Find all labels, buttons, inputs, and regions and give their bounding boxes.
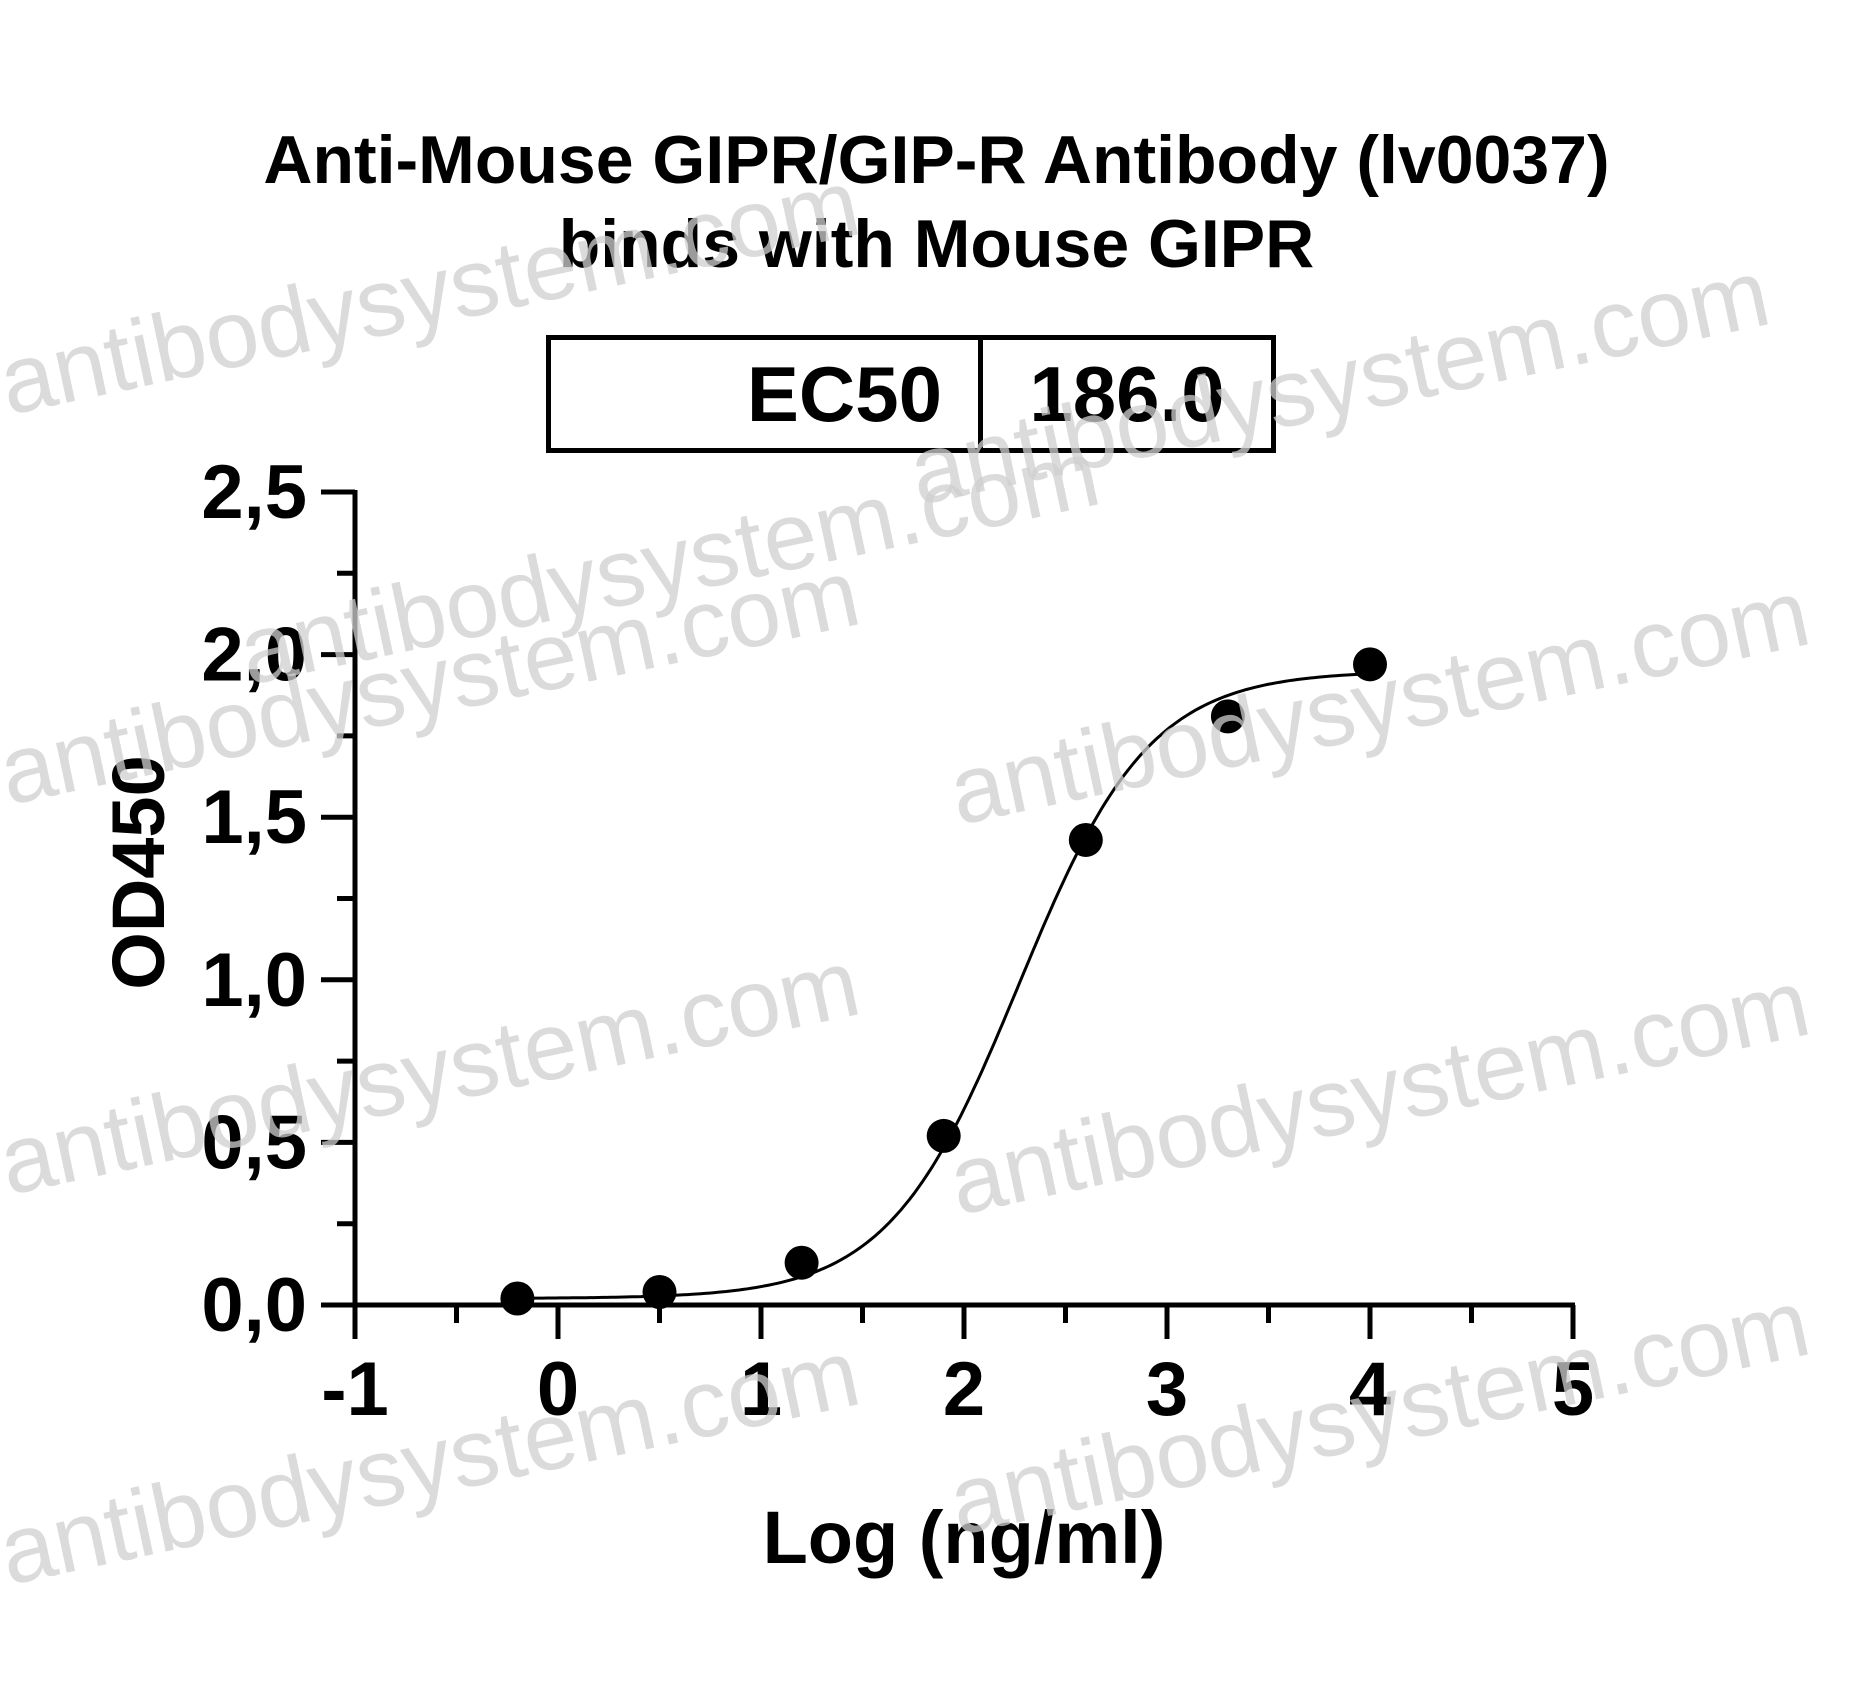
x-tick-label: 1	[740, 1347, 782, 1432]
data-points	[500, 647, 1387, 1316]
data-point	[784, 1245, 819, 1280]
chart-title-line-2: binds with Mouse GIPR	[558, 206, 1315, 282]
x-tick-label: 3	[1146, 1347, 1188, 1432]
y-tick-label: 0,0	[201, 1263, 307, 1348]
y-tick-label: 2,5	[201, 450, 307, 535]
chart-title-line-1: Anti-Mouse GIPR/GIP-R Antibody (lv0037)	[263, 122, 1610, 198]
x-axis-label: Log (ng/ml)	[763, 1496, 1166, 1579]
x-tick-label: 2	[943, 1347, 985, 1432]
y-tick-label: 1,5	[201, 775, 307, 860]
data-point	[1353, 647, 1387, 682]
ec50-table: EC50 186.0	[546, 335, 1276, 453]
y-tick-label: 0,5	[201, 1100, 307, 1185]
data-point	[1210, 699, 1245, 734]
ec50-label: EC50	[551, 340, 983, 448]
chart-title: Anti-Mouse GIPR/GIP-R Antibody (lv0037) …	[0, 118, 1873, 286]
data-point	[926, 1118, 961, 1153]
y-tick-label: 2,0	[201, 613, 307, 698]
x-tick-label: 5	[1552, 1347, 1594, 1432]
axes: 0,0 0,5 1,0 1,5 2,0 2,5 -1 0 1 2 3 4 5	[201, 450, 1594, 1432]
x-tick-label: 4	[1349, 1347, 1391, 1432]
ec50-value: 186.0	[1029, 350, 1225, 438]
y-tick-label: 1,0	[201, 938, 307, 1023]
y-axis-label: OD450	[97, 755, 180, 989]
data-point	[500, 1281, 535, 1316]
data-point	[1068, 822, 1103, 857]
x-tick-label: -1	[321, 1347, 389, 1432]
data-point	[642, 1274, 677, 1309]
x-tick-label: 0	[537, 1347, 579, 1432]
